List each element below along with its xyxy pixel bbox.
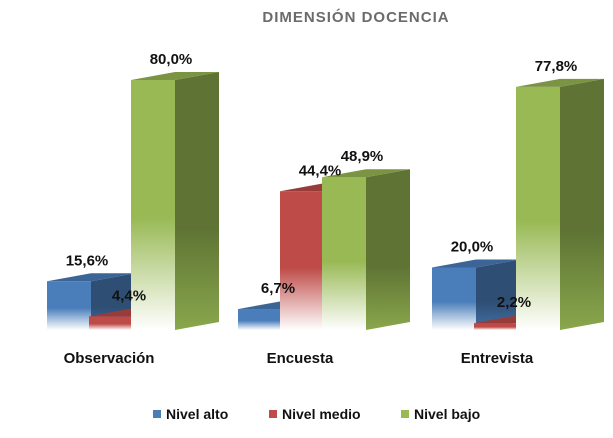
bar-encuesta-nivel-bajo	[322, 169, 410, 330]
data-label-encuesta-nivel-bajo: 48,9%	[341, 148, 384, 165]
legend-swatch-nivel-bajo	[401, 410, 409, 418]
bar-entrevista-nivel-bajo-top	[516, 78, 604, 87]
bar-observacion-nivel-alto-top	[47, 273, 135, 282]
data-label-encuesta-nivel-medio: 44,4%	[299, 162, 342, 179]
bar-observacion-nivel-bajo	[131, 72, 219, 330]
data-label-observacion-nivel-medio: 4,4%	[112, 287, 146, 304]
data-label-entrevista-nivel-medio: 2,2%	[497, 294, 531, 311]
bar-encuesta-nivel-medio-front	[280, 191, 324, 330]
bar-encuesta-nivel-bajo-side	[366, 169, 410, 330]
legend-label-nivel-bajo: Nivel bajo	[414, 406, 480, 422]
bar-entrevista-nivel-bajo	[516, 78, 604, 330]
data-label-entrevista-nivel-alto: 20,0%	[451, 239, 494, 256]
bar-entrevista-nivel-bajo-front	[516, 86, 560, 330]
category-label-observacion: Observación	[64, 350, 155, 367]
bar-entrevista-nivel-alto-top	[432, 259, 520, 268]
bars-group	[47, 72, 604, 330]
bar-entrevista-nivel-alto-front	[432, 267, 476, 330]
bar-observacion-nivel-alto-front	[47, 281, 91, 330]
legend-label-nivel-alto: Nivel alto	[166, 406, 228, 422]
data-labels-group: 15,6% 4,4% 80,0% 6,7% 44,4%48,9% 20,0% 2,2% 77,…	[66, 51, 578, 311]
chart-title: DIMENSIÓN DOCENCIA	[262, 8, 449, 26]
bar-observacion-nivel-bajo-front	[131, 80, 175, 330]
bar-encuesta-nivel-bajo-front	[322, 177, 366, 330]
data-label-observacion-nivel-bajo: 80,0%	[150, 51, 193, 68]
legend-item-nivel-medio: Nivel medio	[269, 406, 361, 422]
data-label-encuesta-nivel-alto: 6,7%	[261, 280, 295, 297]
bar-encuesta-nivel-alto-front	[238, 309, 282, 330]
bar-entrevista-nivel-bajo-side	[560, 78, 604, 330]
legend-item-nivel-bajo: Nivel bajo	[401, 406, 480, 422]
bar-entrevista-nivel-alto	[432, 259, 520, 330]
bar-entrevista-nivel-medio-front	[474, 323, 518, 330]
legend-swatch-nivel-alto	[153, 410, 161, 418]
bar-encuesta-nivel-bajo-top	[322, 169, 410, 178]
bar-observacion-nivel-bajo-top	[131, 72, 219, 80]
legend: Nivel alto Nivel medio Nivel bajo	[153, 406, 480, 422]
data-label-observacion-nivel-alto: 15,6%	[66, 252, 109, 269]
legend-item-nivel-alto: Nivel alto	[153, 406, 228, 422]
legend-label-nivel-medio: Nivel medio	[282, 406, 361, 422]
category-label-encuesta: Encuesta	[267, 350, 334, 367]
bar-observacion-nivel-bajo-side	[175, 72, 219, 330]
category-label-entrevista: Entrevista	[461, 350, 534, 367]
data-label-entrevista-nivel-bajo: 77,8%	[535, 58, 578, 75]
category-labels-group: Observación Encuesta Entrevista	[64, 350, 534, 367]
legend-swatch-nivel-medio	[269, 410, 277, 418]
bar-entrevista-nivel-alto-side	[476, 259, 520, 330]
bar-observacion-nivel-medio-front	[89, 316, 133, 330]
